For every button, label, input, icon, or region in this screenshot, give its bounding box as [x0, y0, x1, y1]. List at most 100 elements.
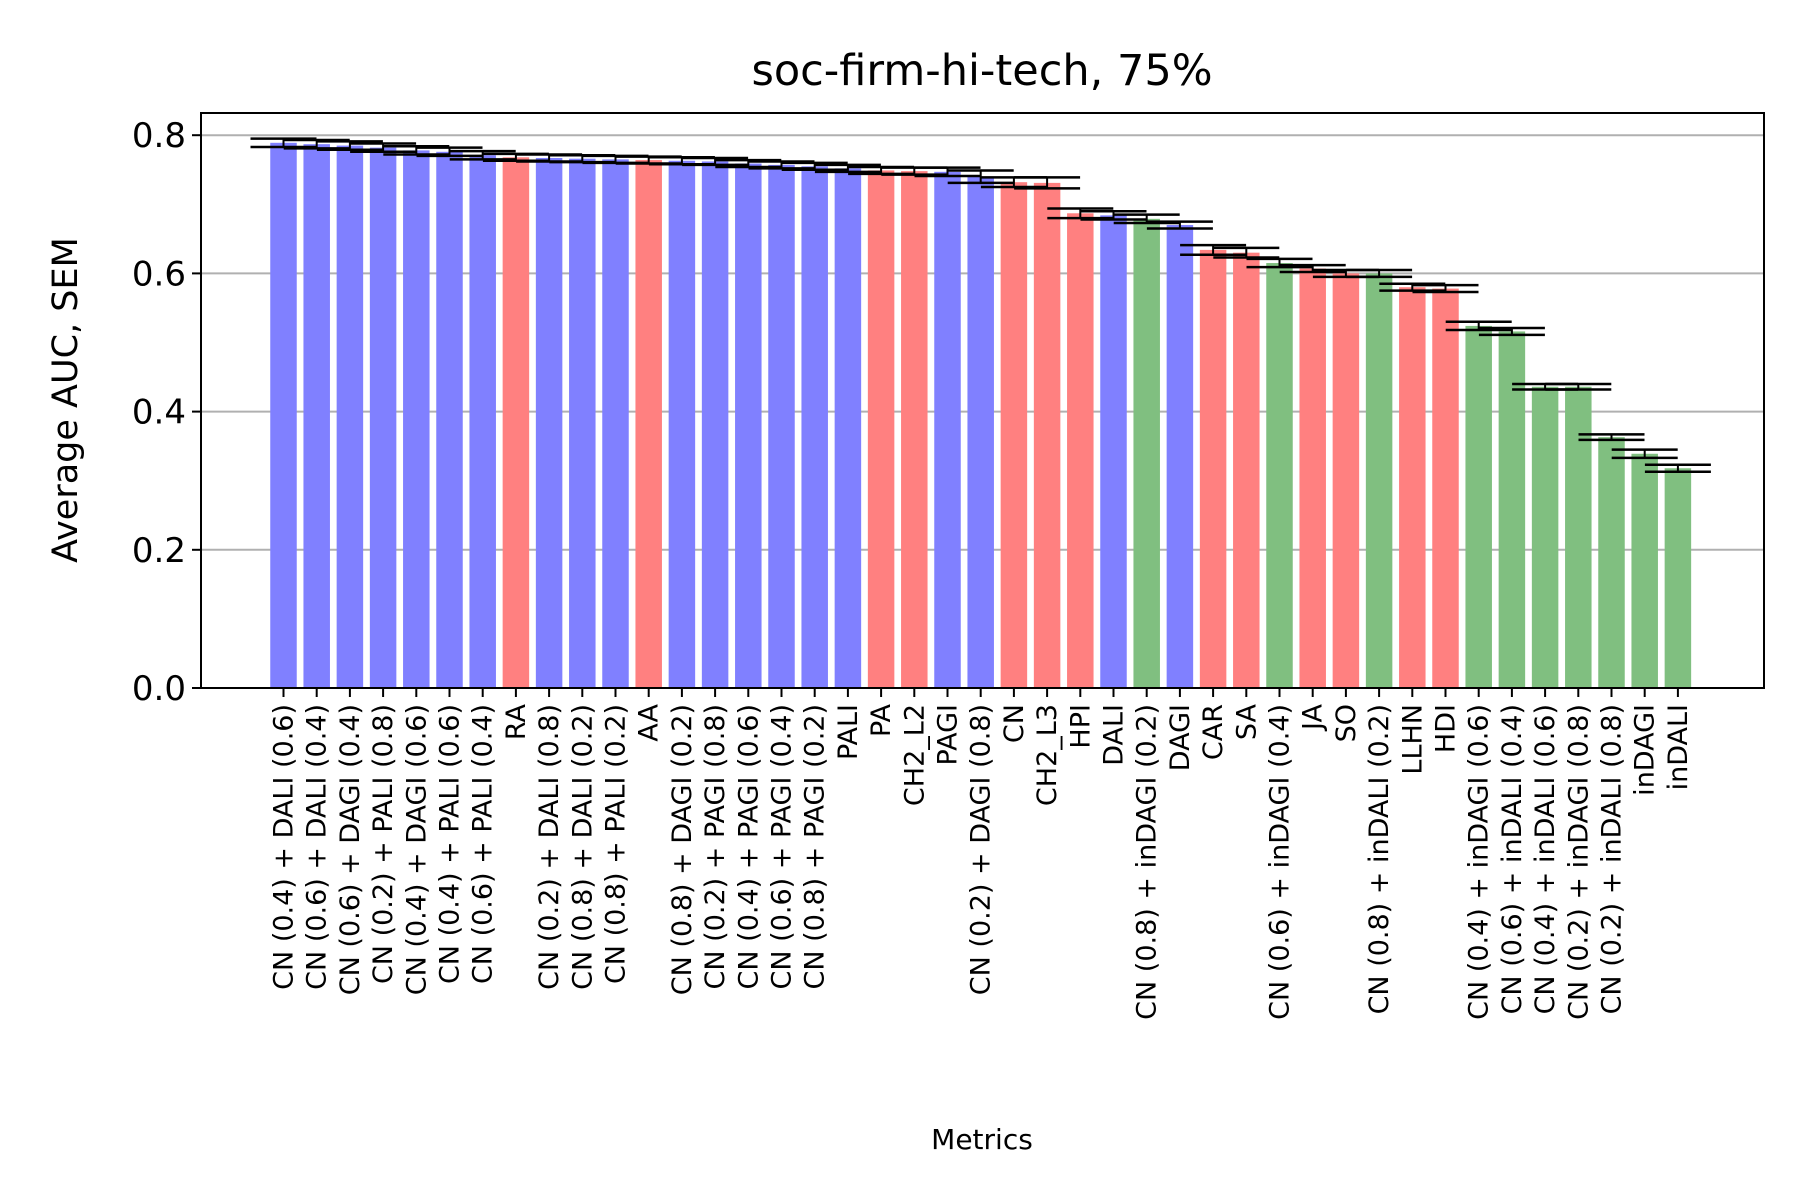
x-tick-label: CN (0.6) + inDAGI (0.4)	[1265, 704, 1296, 1020]
x-tick-label: CH2_L2	[899, 704, 930, 806]
error-bars	[250, 137, 1711, 473]
chart-title: soc-firm-hi-tech, 75%	[751, 46, 1212, 96]
x-tick-label: CN (0.2) + inDAGI (0.8)	[1563, 704, 1594, 1020]
y-tick-label: 0.6	[132, 254, 186, 294]
y-axis-label: Average AUC, SEM	[46, 237, 86, 563]
x-tick-label: inDALI	[1663, 704, 1694, 790]
bar	[668, 160, 696, 689]
error-bar	[1412, 283, 1479, 294]
x-tick-label: DALI	[1099, 704, 1130, 766]
error-bar	[1644, 463, 1711, 473]
x-tick-label: CN (0.6) + DAGI (0.4)	[335, 704, 366, 995]
x-tick-label: JA	[1298, 703, 1329, 731]
x-tick-label: CN (0.4) + DAGI (0.6)	[401, 704, 432, 995]
y-tick-label: 0.8	[132, 116, 186, 156]
error-bar	[1478, 326, 1545, 337]
x-tick-label: CN (0.8) + PAGI (0.2)	[800, 704, 831, 989]
bar	[967, 176, 994, 688]
error-bar	[814, 163, 881, 174]
error-bar	[947, 169, 1014, 185]
x-tick-label: CN (0.2) + PAGI (0.8)	[700, 704, 731, 989]
bar	[1233, 252, 1260, 689]
bar	[1166, 225, 1194, 688]
bar	[735, 163, 762, 688]
x-tick-label: DAGI	[1165, 704, 1196, 771]
x-tick-label: CN	[999, 704, 1030, 743]
bar	[1664, 468, 1692, 688]
bar	[1199, 249, 1227, 688]
x-tick-label: PALI	[833, 704, 864, 760]
bar	[1498, 331, 1526, 688]
x-tick-label: AA	[634, 703, 665, 741]
x-tick-label: CN (0.2) + DALI (0.8)	[534, 704, 565, 990]
x-tick-label: CN (0.8) + inDALI (0.2)	[1364, 704, 1395, 1014]
bar	[1631, 453, 1658, 688]
x-tick-label: CN (0.4) + PALI (0.6)	[435, 704, 466, 984]
x-tick-label: CH2_L3	[1032, 704, 1063, 806]
bar	[1399, 287, 1426, 688]
error-bar	[682, 156, 749, 167]
error-bar	[416, 146, 483, 158]
bar	[1100, 215, 1127, 688]
bar	[834, 168, 862, 689]
error-bar	[350, 142, 417, 154]
bar	[1033, 182, 1061, 688]
x-tick-label: CN (0.2) + DAGI (0.8)	[966, 704, 997, 995]
bar	[1133, 218, 1160, 688]
bar	[403, 150, 430, 689]
x-tick-label: CN (0.2) + PALI (0.8)	[368, 704, 399, 984]
error-bar	[748, 160, 815, 170]
x-tick-label: CN (0.6) + inDALI (0.4)	[1497, 704, 1528, 1014]
error-bar	[283, 138, 350, 150]
bar	[768, 164, 795, 689]
bar	[1000, 182, 1028, 689]
x-tick-label: SA	[1231, 703, 1262, 740]
x-tick-label: PAGI	[933, 704, 964, 765]
error-bar	[914, 166, 981, 178]
bar	[1332, 273, 1360, 688]
bar	[701, 161, 729, 688]
bar	[469, 155, 496, 688]
x-tick-label: LLHN	[1397, 704, 1428, 775]
bar	[1565, 386, 1592, 688]
bar	[336, 145, 364, 688]
error-bar	[715, 158, 782, 169]
y-tick-label: 0.0	[132, 669, 186, 709]
bar	[1299, 268, 1326, 688]
bar	[1598, 437, 1625, 688]
x-tick-label: CN (0.6) + DALI (0.4)	[302, 704, 333, 990]
error-bar	[1379, 282, 1446, 292]
error-bar	[1213, 246, 1280, 259]
error-bar	[1578, 433, 1645, 442]
bar	[1266, 263, 1293, 688]
error-bar	[1246, 257, 1313, 269]
error-bar	[1346, 268, 1413, 279]
x-tick-label: CAR	[1198, 704, 1229, 760]
x-tick-label: CN (0.4) + PAGI (0.6)	[733, 704, 764, 989]
bars	[270, 142, 1692, 689]
y-tick-label: 0.2	[132, 531, 186, 571]
bar	[303, 144, 330, 689]
x-tick-label: CN (0.4) + DALI (0.6)	[269, 704, 300, 990]
error-bar	[1611, 448, 1678, 460]
x-tick-label: CN (0.4) + inDALI (0.6)	[1530, 704, 1561, 1014]
x-tick-label: CN (0.6) + PAGI (0.4)	[767, 704, 798, 989]
error-bar	[1080, 209, 1147, 221]
plot-frame	[200, 112, 1765, 689]
x-axis-label: Metrics	[931, 1123, 1033, 1156]
bar	[1531, 386, 1559, 688]
error-bar	[1445, 320, 1512, 332]
x-tick-label: CN (0.8) + DALI (0.2)	[567, 704, 598, 990]
x-tick-label: CN (0.2) + inDALI (0.8)	[1597, 704, 1628, 1014]
bar	[901, 171, 928, 688]
x-tick-label: HPI	[1065, 704, 1096, 749]
error-bar	[1545, 382, 1612, 391]
x-tick-label: CN (0.4) + inDAGI (0.6)	[1464, 704, 1495, 1020]
error-bar	[1113, 213, 1180, 225]
y-tick-label: 0.4	[132, 393, 186, 433]
error-bar	[1146, 220, 1213, 230]
error-bar	[1279, 263, 1346, 274]
bar	[934, 171, 961, 688]
error-bar	[1180, 243, 1247, 256]
